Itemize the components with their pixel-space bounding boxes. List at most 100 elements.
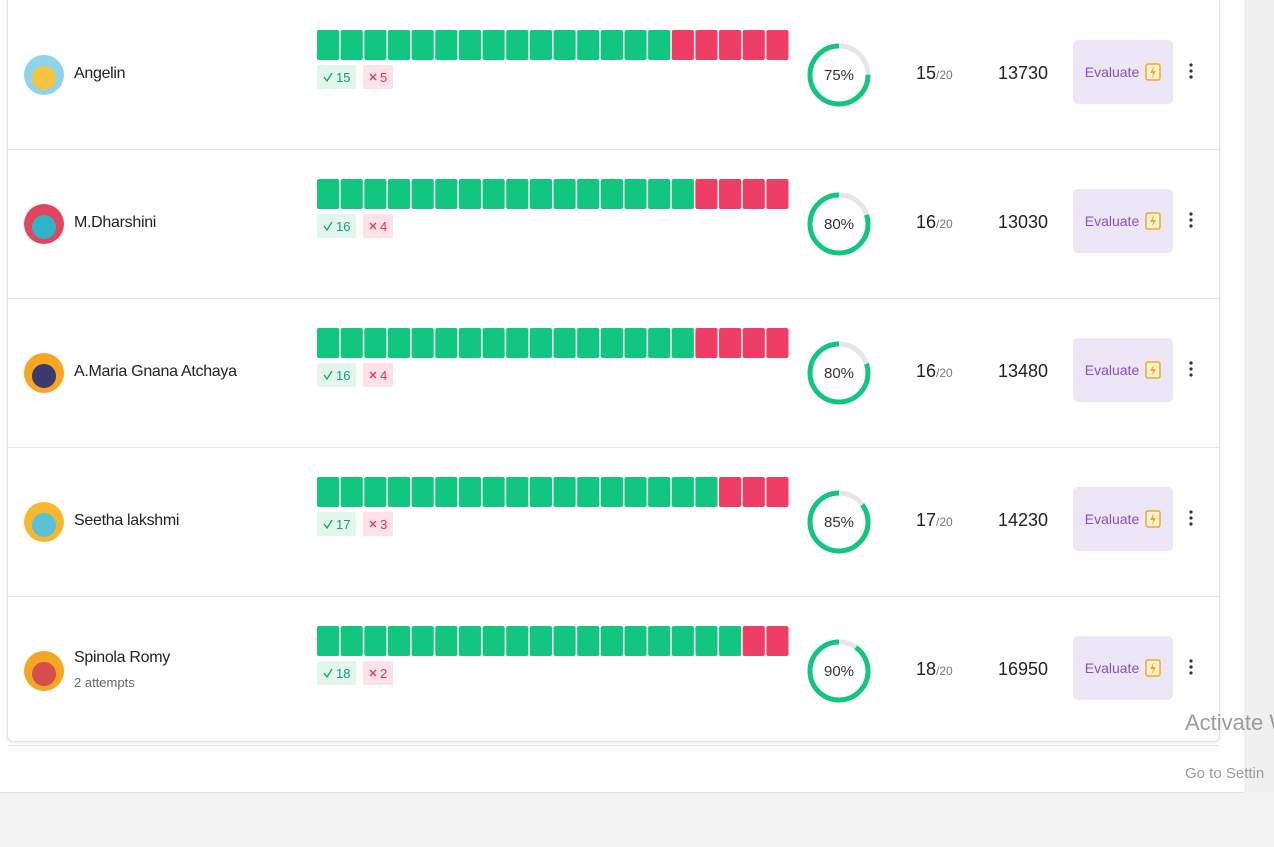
correct-segment — [554, 477, 576, 507]
avatar — [23, 54, 65, 96]
correct-segment — [435, 328, 457, 358]
wrong-segment — [719, 328, 741, 358]
accuracy-label: 85% — [824, 514, 854, 531]
correct-segment — [459, 179, 481, 209]
cross — [370, 372, 376, 378]
menu-dot — [1189, 69, 1192, 72]
check-icon — [323, 370, 333, 380]
wrong-segment — [743, 477, 765, 507]
more-menu[interactable] — [1188, 361, 1194, 379]
answer-bar — [317, 179, 791, 209]
correct-segment — [601, 477, 623, 507]
correct-segment — [388, 30, 410, 60]
more-menu[interactable] — [1188, 659, 1194, 677]
correct-segment — [435, 626, 457, 656]
correct-segment — [459, 328, 481, 358]
scrollbar[interactable] — [1244, 0, 1274, 792]
correct-segment — [483, 477, 505, 507]
correct-segment — [317, 328, 339, 358]
correct-segment — [648, 30, 670, 60]
check — [324, 669, 332, 677]
wrong-count: 5 — [380, 70, 387, 85]
correct-segment — [554, 179, 576, 209]
student-name: A.Maria Gnana Atchaya — [74, 363, 237, 381]
more-menu[interactable] — [1188, 63, 1194, 81]
correct-segment — [364, 30, 386, 60]
correct-segment — [648, 477, 670, 507]
wrong-segment — [695, 328, 717, 358]
correct-segment — [554, 626, 576, 656]
score: 16/20 — [916, 361, 953, 382]
wrong-segment — [719, 30, 741, 60]
menu-dot — [1189, 75, 1192, 78]
correct-segment — [506, 328, 528, 358]
more-menu[interactable] — [1188, 510, 1194, 528]
evaluate-button[interactable]: Evaluate — [1073, 40, 1173, 104]
evaluate-label: Evaluate — [1085, 362, 1139, 378]
correct-segment — [388, 477, 410, 507]
avatar — [23, 650, 65, 692]
check-icon — [323, 72, 333, 82]
evaluate-button[interactable]: Evaluate — [1073, 636, 1173, 700]
cross-icon — [369, 520, 377, 528]
menu-dot — [1189, 367, 1192, 370]
menu-dot — [1189, 665, 1192, 668]
correct-segment — [554, 328, 576, 358]
correct-badge: 17 — [317, 512, 356, 536]
correct-segment — [388, 626, 410, 656]
student-name: M.Dharshini — [74, 214, 156, 232]
avatar-face — [32, 215, 56, 239]
correct-segment — [624, 30, 646, 60]
check-icon — [323, 519, 333, 529]
correct-segment — [412, 30, 434, 60]
correct-segment — [672, 179, 694, 209]
correct-segment — [341, 30, 363, 60]
evaluate-button[interactable]: Evaluate — [1073, 338, 1173, 402]
correct-segment — [341, 626, 363, 656]
wrong-badge: 2 — [363, 661, 393, 685]
correct-segment — [388, 179, 410, 209]
correct-segment — [459, 477, 481, 507]
correct-segment — [483, 626, 505, 656]
correct-segment — [317, 30, 339, 60]
score-max: /20 — [936, 217, 953, 231]
correct-segment — [412, 179, 434, 209]
score-value: 18 — [916, 659, 936, 679]
answer-bar — [317, 328, 791, 358]
bolt-icon — [1145, 510, 1161, 528]
correct-segment — [341, 328, 363, 358]
evaluate-label: Evaluate — [1085, 511, 1139, 527]
correct-count: 16 — [336, 219, 350, 234]
correct-segment — [577, 328, 599, 358]
wrong-count: 3 — [380, 517, 387, 532]
menu-dot — [1189, 361, 1192, 364]
evaluate-button[interactable]: Evaluate — [1073, 189, 1173, 253]
menu-dot — [1189, 218, 1192, 221]
correct-badge: 16 — [317, 363, 356, 387]
correct-segment — [412, 477, 434, 507]
correct-segment — [412, 328, 434, 358]
correct-count: 15 — [336, 70, 350, 85]
evaluate-button[interactable]: Evaluate — [1073, 487, 1173, 551]
wrong-segment — [743, 626, 765, 656]
score: 18/20 — [916, 659, 953, 680]
cross-icon — [369, 222, 377, 230]
cross — [370, 670, 376, 676]
correct-segment — [530, 626, 552, 656]
correct-segment — [341, 477, 363, 507]
check — [324, 371, 332, 379]
correct-segment — [412, 626, 434, 656]
correct-segment — [506, 179, 528, 209]
correct-badge: 16 — [317, 214, 356, 238]
correct-segment — [459, 30, 481, 60]
answer-bar — [317, 30, 791, 60]
accuracy-ring: 80% — [804, 189, 874, 259]
score-value: 16 — [916, 212, 936, 232]
correct-segment — [624, 477, 646, 507]
correct-segment — [364, 626, 386, 656]
accuracy-label: 90% — [824, 663, 854, 680]
wrong-segment — [695, 30, 717, 60]
more-menu[interactable] — [1188, 212, 1194, 230]
check-icon — [323, 668, 333, 678]
